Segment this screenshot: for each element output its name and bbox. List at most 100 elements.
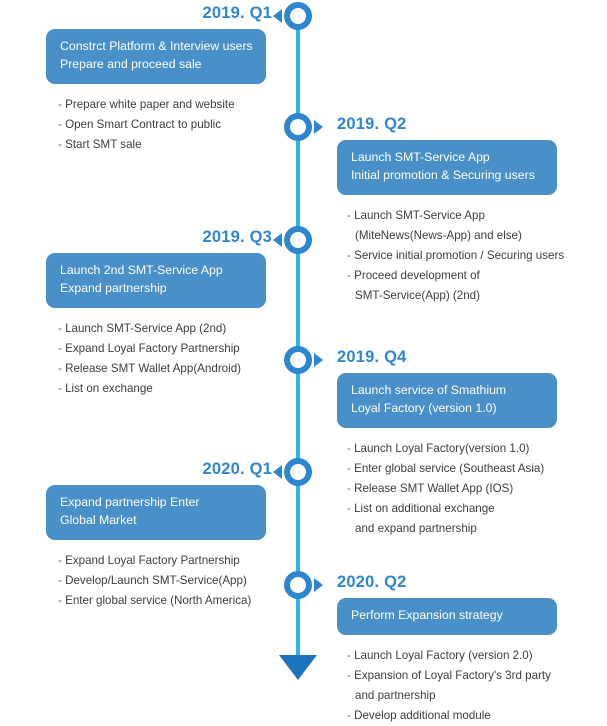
headline-line: Expand partnership Enter bbox=[60, 495, 200, 510]
bullet-text: Service initial promotion / Securing use… bbox=[354, 248, 565, 262]
bullet-text: List on exchange bbox=[65, 381, 153, 395]
bullet-item: - Launch Loyal Factory(version 1.0) bbox=[347, 439, 601, 459]
bullet-text: Develop/Launch SMT-Service(App) bbox=[65, 573, 247, 587]
quarter-label: 2019. Q3 bbox=[202, 228, 272, 246]
bullet-text: Expand Loyal Factory Partnership bbox=[65, 341, 240, 355]
timeline-arrow-down-icon bbox=[279, 655, 317, 680]
bullet-item: and expand partnership bbox=[347, 519, 601, 539]
bullet-dash-icon: - bbox=[58, 361, 66, 375]
milestone-headline-box: Launch 2nd SMT-Service App Expand partner… bbox=[46, 253, 266, 308]
timeline-axis-line bbox=[296, 14, 300, 668]
bullet-item: - List on exchange bbox=[58, 379, 282, 399]
bullet-text: Launch SMT-Service App (2nd) bbox=[65, 321, 227, 335]
bullet-text: Release SMT Wallet App (IOS) bbox=[354, 481, 514, 495]
bullet-item: - Launch Loyal Factory (version 2.0) bbox=[347, 646, 601, 666]
bullet-dash-icon: - bbox=[58, 321, 66, 335]
bullet-item: - Launch SMT-Service App bbox=[347, 206, 601, 226]
bullet-item: - Proceed development of bbox=[347, 266, 601, 286]
bullet-item: - Expand Loyal Factory Partnership bbox=[58, 551, 282, 571]
bullet-item: (MiteNews(News-App) and else) bbox=[347, 226, 601, 246]
milestone-bullet-list: - Launch Loyal Factory (version 2.0) - Ex… bbox=[347, 646, 601, 726]
bullet-item: - Develop/Launch SMT-Service(App) bbox=[58, 571, 282, 591]
timeline-node-2020-q2[interactable] bbox=[284, 571, 312, 599]
milestone-bullet-list: - Launch SMT-Service App (2nd) - Expand L… bbox=[58, 319, 282, 399]
timeline-node-2019-q1[interactable] bbox=[284, 2, 312, 30]
headline-line: Perform Expansion strategy bbox=[351, 608, 503, 623]
bullet-text: Proceed development of bbox=[354, 268, 480, 282]
bullet-text: Launch Loyal Factory (version 2.0) bbox=[354, 648, 533, 662]
bullet-dash-icon: - bbox=[347, 708, 355, 722]
bullet-text: Open Smart Contract to public bbox=[65, 117, 222, 131]
bullet-text: Enter global service (Southeast Asia) bbox=[354, 461, 545, 475]
milestone-bullet-list: - Launch Loyal Factory(version 1.0) - Ent… bbox=[347, 439, 601, 539]
bullet-text: Launch Loyal Factory(version 1.0) bbox=[354, 441, 530, 455]
bullet-text: SMT-Service(App) (2nd) bbox=[355, 288, 480, 302]
bullet-dash-icon: - bbox=[58, 97, 66, 111]
bullet-text: Launch SMT-Service App bbox=[354, 208, 485, 222]
bullet-item: - Service initial promotion / Securing u… bbox=[347, 246, 601, 266]
timeline-node-2019-q4[interactable] bbox=[284, 346, 312, 374]
headline-line: Constrct Platform & Interview users bbox=[60, 39, 253, 54]
bullet-dash-icon: - bbox=[347, 441, 355, 455]
bullet-dash-icon: - bbox=[347, 501, 355, 515]
timeline-node-2019-q2[interactable] bbox=[284, 113, 312, 141]
quarter-label: 2019. Q2 bbox=[337, 115, 407, 133]
headline-line: Loyal Factory (version 1.0) bbox=[351, 400, 497, 415]
node-pointer-left-icon bbox=[273, 465, 282, 479]
quarter-label: 2020. Q2 bbox=[337, 573, 407, 591]
milestone-3: 2019. Q3 Launch 2nd SMT-Service App Expand… bbox=[14, 228, 282, 399]
node-pointer-right-icon bbox=[314, 353, 323, 367]
milestone-6: 2020. Q2 Perform Expansion strategy - Laun… bbox=[333, 573, 601, 726]
bullet-item: and partnership bbox=[347, 686, 601, 706]
bullet-dash-icon: - bbox=[347, 208, 355, 222]
milestone-bullet-list: - Prepare white paper and website - Open … bbox=[58, 95, 282, 155]
bullet-dash-icon: - bbox=[347, 248, 355, 262]
bullet-item: - List on additional exchange bbox=[347, 499, 601, 519]
bullet-dash-icon: - bbox=[58, 137, 66, 151]
bullet-item: - Release SMT Wallet App(Android) bbox=[58, 359, 282, 379]
bullet-item: - Develop additional module bbox=[347, 706, 601, 726]
bullet-text: Prepare white paper and website bbox=[65, 97, 235, 111]
node-pointer-right-icon bbox=[314, 120, 323, 134]
milestone-headline-box: Perform Expansion strategy bbox=[337, 598, 557, 635]
bullet-dash-icon: - bbox=[58, 553, 66, 567]
bullet-text: List on additional exchange bbox=[354, 501, 495, 515]
milestone-bullet-list: - Expand Loyal Factory Partnership - Deve… bbox=[58, 551, 282, 611]
milestone-2: 2019. Q2 Launch SMT-Service App Initial pr… bbox=[333, 115, 601, 305]
bullet-dash-icon: - bbox=[347, 268, 355, 282]
bullet-item: - Launch SMT-Service App (2nd) bbox=[58, 319, 282, 339]
bullet-text: Start SMT sale bbox=[65, 137, 142, 151]
milestone-headline-box: Constrct Platform & Interview users Prepa… bbox=[46, 29, 266, 84]
quarter-label: 2019. Q1 bbox=[202, 4, 272, 22]
bullet-item: - Open Smart Contract to public bbox=[58, 115, 282, 135]
timeline-node-2019-q3[interactable] bbox=[284, 226, 312, 254]
bullet-item: - Release SMT Wallet App (IOS) bbox=[347, 479, 601, 499]
milestone-bullet-list: - Launch SMT-Service App (MiteNews(News-A… bbox=[347, 206, 601, 306]
bullet-text: (MiteNews(News-App) and else) bbox=[355, 228, 522, 242]
headline-line: Expand partnership bbox=[60, 280, 167, 295]
bullet-text: Expansion of Loyal Factory's 3rd party bbox=[354, 668, 551, 682]
bullet-dash-icon: - bbox=[347, 461, 355, 475]
quarter-label: 2019. Q4 bbox=[337, 348, 407, 366]
timeline-node-2020-q1[interactable] bbox=[284, 458, 312, 486]
node-pointer-left-icon bbox=[273, 233, 282, 247]
headline-line: Launch SMT-Service App bbox=[351, 150, 490, 165]
headline-line: Prepare and proceed sale bbox=[60, 56, 202, 71]
bullet-item: - Enter global service (Southeast Asia) bbox=[347, 459, 601, 479]
bullet-item: - Start SMT sale bbox=[58, 135, 282, 155]
headline-line: Launch service of Smathium bbox=[351, 383, 507, 398]
bullet-item: - Enter global service (North America) bbox=[58, 591, 282, 611]
headline-line: Launch 2nd SMT-Service App bbox=[60, 263, 223, 278]
bullet-text: and partnership bbox=[355, 688, 436, 702]
bullet-dash-icon: - bbox=[347, 481, 355, 495]
milestone-4: 2019. Q4 Launch service of Smathium Loyal … bbox=[333, 348, 601, 538]
milestone-1: 2019. Q1 Constrct Platform & Interview us… bbox=[14, 4, 282, 155]
milestone-headline-box: Launch SMT-Service App Initial promotion … bbox=[337, 140, 557, 195]
milestone-headline-box: Launch service of Smathium Loyal Factory … bbox=[337, 373, 557, 428]
bullet-dash-icon: - bbox=[58, 593, 66, 607]
node-pointer-right-icon bbox=[314, 578, 323, 592]
bullet-dash-icon: - bbox=[58, 381, 66, 395]
bullet-text: Expand Loyal Factory Partnership bbox=[65, 553, 240, 567]
bullet-item: - Prepare white paper and website bbox=[58, 95, 282, 115]
